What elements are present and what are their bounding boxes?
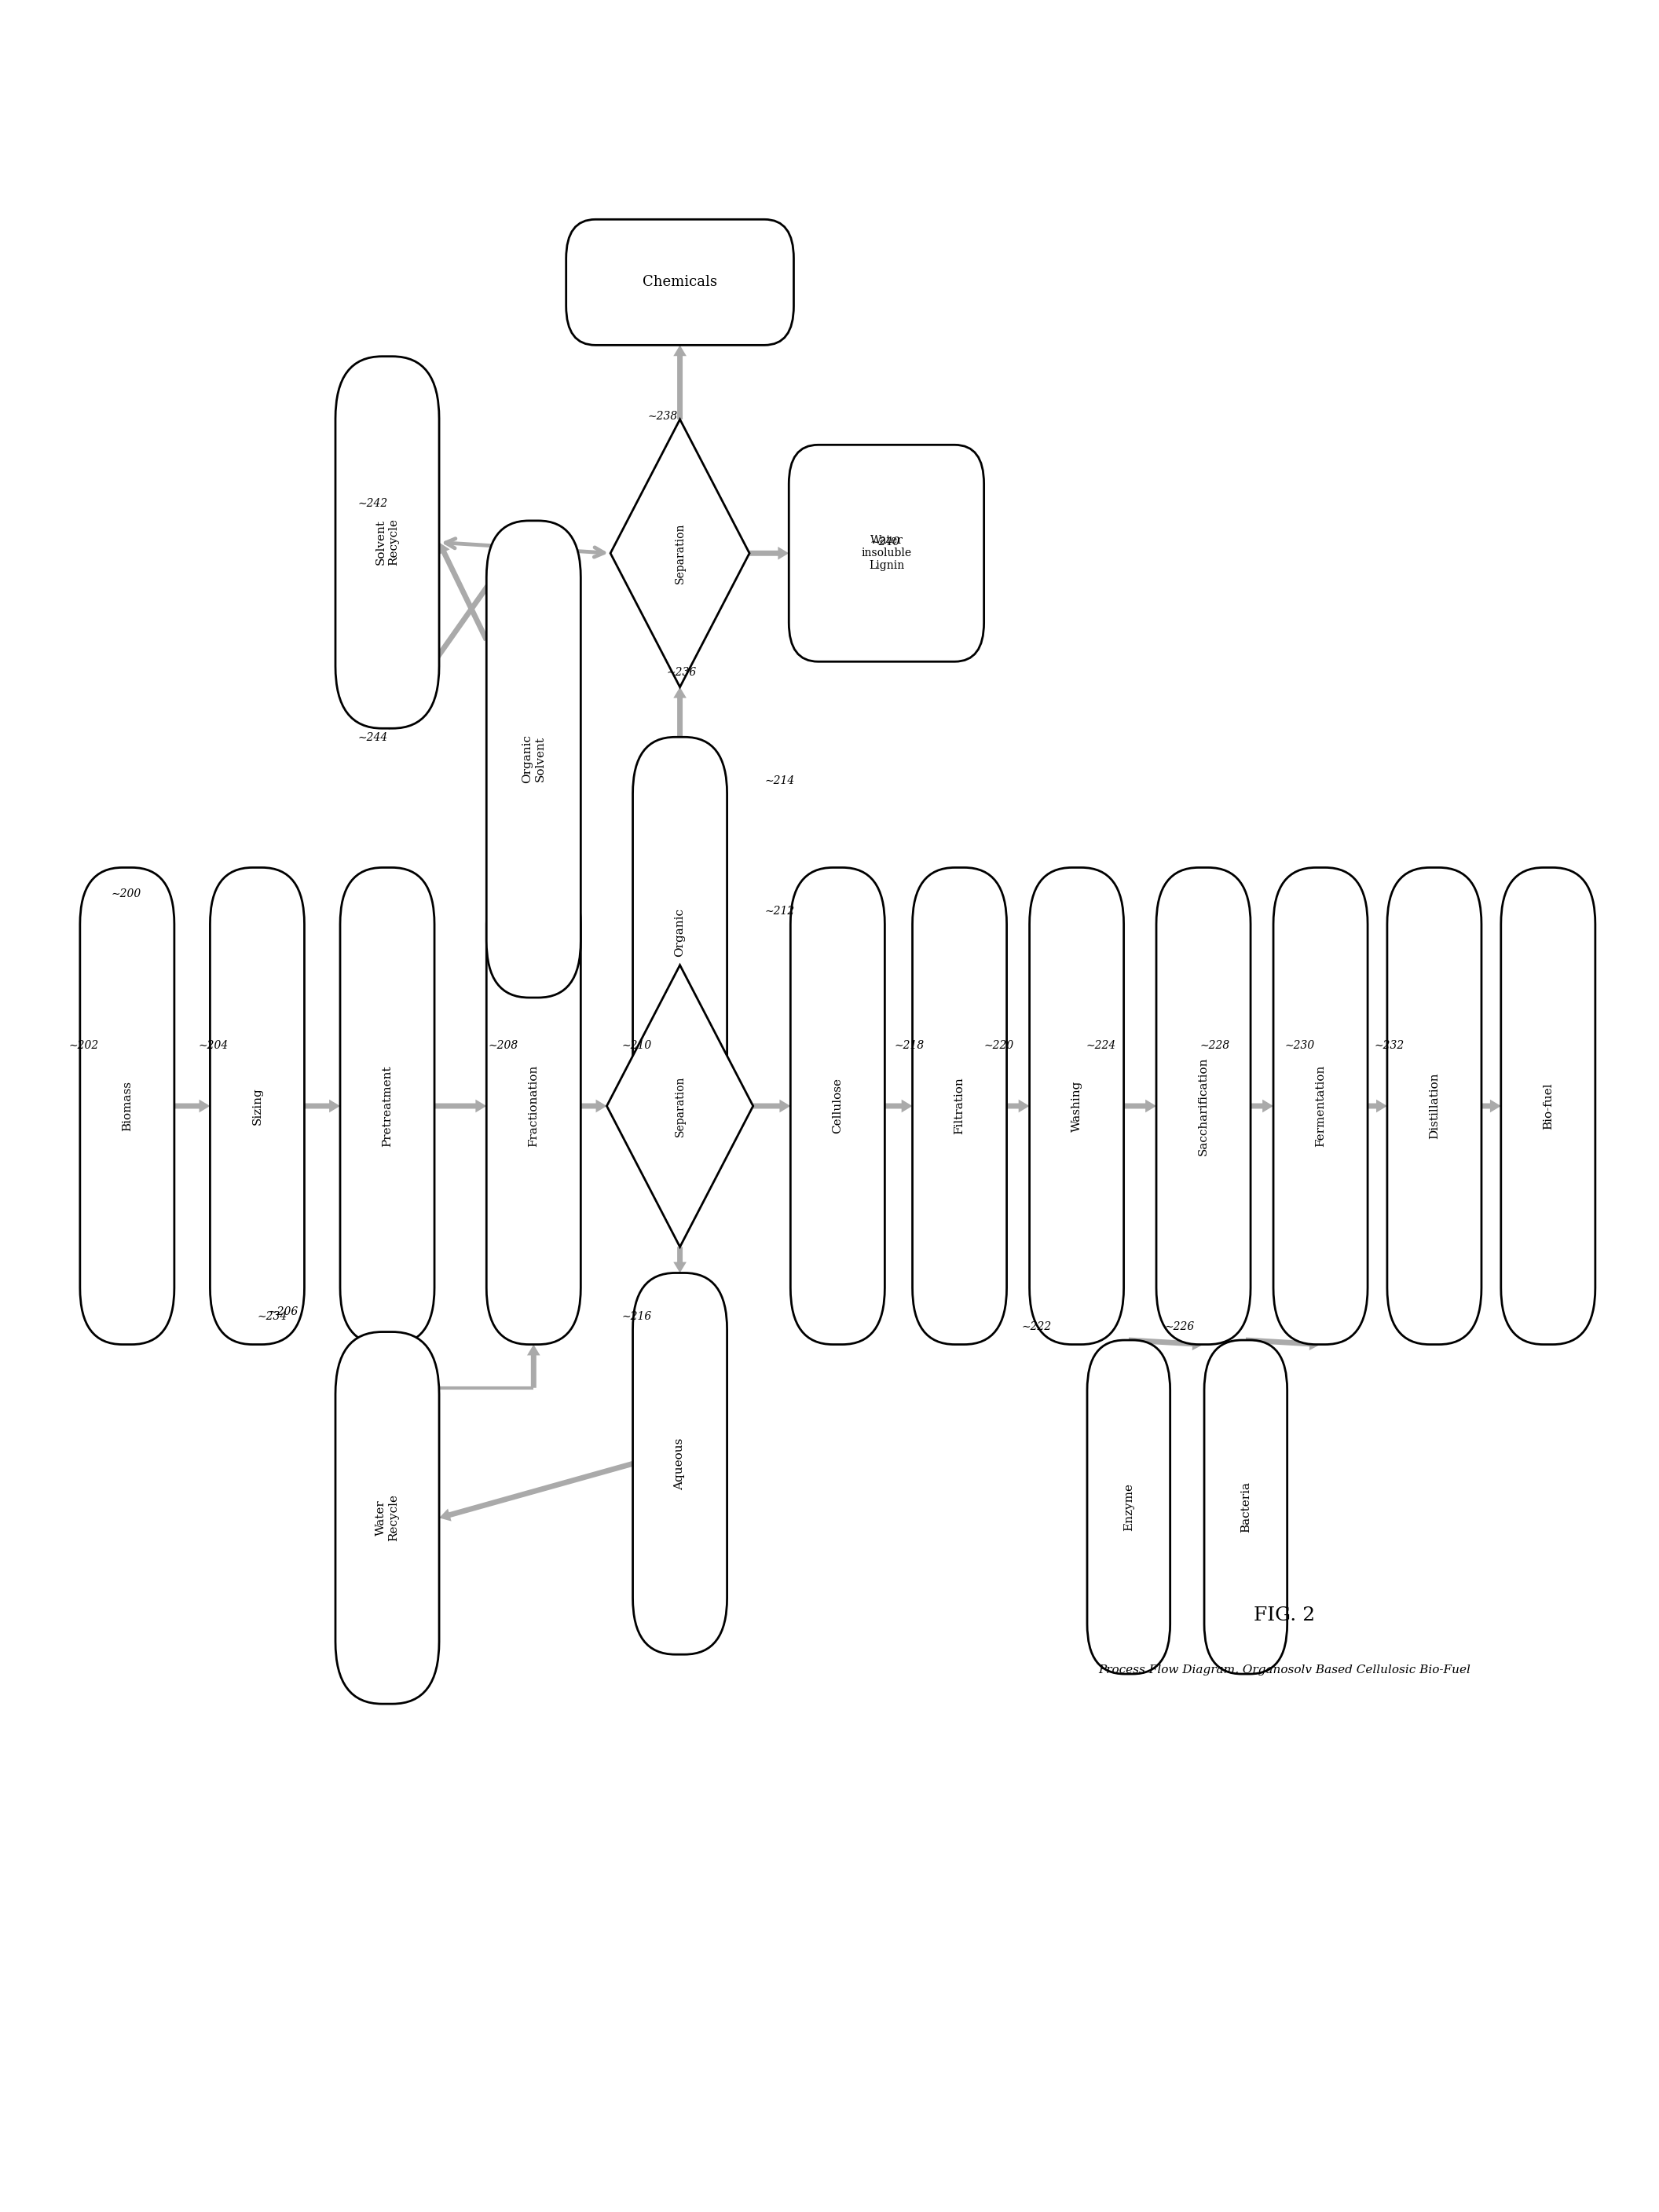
FancyBboxPatch shape bbox=[1030, 867, 1123, 1345]
Text: Water
Recycle: Water Recycle bbox=[375, 1495, 400, 1542]
Text: Organic
Solvent: Organic Solvent bbox=[521, 734, 546, 783]
Text: Filtration: Filtration bbox=[954, 1077, 966, 1135]
Text: ∼202: ∼202 bbox=[68, 1040, 98, 1051]
Text: ∼242: ∼242 bbox=[358, 498, 388, 509]
Text: ∼218: ∼218 bbox=[894, 1040, 924, 1051]
FancyBboxPatch shape bbox=[1501, 867, 1596, 1345]
Text: ∼208: ∼208 bbox=[488, 1040, 518, 1051]
Text: Biomass: Biomass bbox=[121, 1082, 133, 1130]
Text: ∼220: ∼220 bbox=[984, 1040, 1014, 1051]
Text: Cellulose: Cellulose bbox=[833, 1077, 843, 1135]
Text: Washing: Washing bbox=[1072, 1079, 1082, 1133]
Text: Fractionation: Fractionation bbox=[528, 1064, 539, 1148]
FancyBboxPatch shape bbox=[1387, 867, 1481, 1345]
Text: Chemicals: Chemicals bbox=[642, 274, 717, 290]
Text: ∼232: ∼232 bbox=[1374, 1040, 1404, 1051]
FancyBboxPatch shape bbox=[1204, 1340, 1287, 1674]
FancyArrowPatch shape bbox=[1123, 1099, 1156, 1113]
FancyBboxPatch shape bbox=[632, 737, 727, 1128]
FancyBboxPatch shape bbox=[912, 867, 1007, 1345]
Text: ∼200: ∼200 bbox=[111, 887, 141, 898]
Text: Fermentation: Fermentation bbox=[1316, 1064, 1326, 1148]
Polygon shape bbox=[611, 420, 750, 688]
FancyArrowPatch shape bbox=[884, 1099, 912, 1113]
Text: ∼226: ∼226 bbox=[1165, 1321, 1194, 1332]
FancyBboxPatch shape bbox=[1156, 867, 1251, 1345]
FancyArrowPatch shape bbox=[1128, 1338, 1203, 1349]
FancyArrowPatch shape bbox=[528, 737, 541, 998]
FancyArrowPatch shape bbox=[304, 1099, 340, 1113]
FancyBboxPatch shape bbox=[790, 445, 984, 661]
FancyBboxPatch shape bbox=[335, 1332, 440, 1703]
Text: Sizing: Sizing bbox=[252, 1088, 262, 1124]
FancyArrowPatch shape bbox=[674, 1248, 687, 1272]
Text: ∼230: ∼230 bbox=[1284, 1040, 1316, 1051]
Text: Pretreatment: Pretreatment bbox=[382, 1066, 393, 1146]
FancyBboxPatch shape bbox=[632, 1272, 727, 1655]
FancyBboxPatch shape bbox=[1274, 867, 1367, 1345]
Polygon shape bbox=[607, 964, 753, 1248]
FancyBboxPatch shape bbox=[1087, 1340, 1170, 1674]
Text: ∼204: ∼204 bbox=[199, 1040, 229, 1051]
FancyBboxPatch shape bbox=[566, 219, 793, 345]
Text: Enzyme: Enzyme bbox=[1123, 1482, 1135, 1531]
FancyArrowPatch shape bbox=[1367, 1099, 1387, 1113]
Text: Bacteria: Bacteria bbox=[1241, 1482, 1251, 1533]
Text: ∼214: ∼214 bbox=[765, 776, 795, 785]
FancyArrowPatch shape bbox=[440, 1462, 634, 1522]
Text: ∼224: ∼224 bbox=[1087, 1040, 1117, 1051]
FancyBboxPatch shape bbox=[340, 867, 435, 1345]
FancyArrowPatch shape bbox=[581, 1099, 607, 1113]
Text: ∼244: ∼244 bbox=[358, 732, 388, 743]
Text: ∼212: ∼212 bbox=[765, 905, 795, 916]
FancyBboxPatch shape bbox=[486, 867, 581, 1345]
FancyArrowPatch shape bbox=[1251, 1099, 1274, 1113]
Text: ∼240: ∼240 bbox=[871, 538, 901, 549]
Text: ∼210: ∼210 bbox=[622, 1040, 652, 1051]
Text: Process Flow Diagram, Organosolv Based Cellulosic Bio-Fuel: Process Flow Diagram, Organosolv Based C… bbox=[1098, 1663, 1472, 1674]
Text: ∼216: ∼216 bbox=[622, 1312, 652, 1323]
FancyArrowPatch shape bbox=[438, 542, 489, 641]
FancyArrowPatch shape bbox=[528, 1345, 541, 1387]
Text: Distillation: Distillation bbox=[1428, 1073, 1440, 1139]
FancyBboxPatch shape bbox=[80, 867, 174, 1345]
FancyBboxPatch shape bbox=[335, 356, 440, 728]
Text: ∼228: ∼228 bbox=[1199, 1040, 1231, 1051]
Text: ∼222: ∼222 bbox=[1022, 1321, 1052, 1332]
Text: Organic: Organic bbox=[675, 909, 685, 958]
Text: ∼236: ∼236 bbox=[667, 668, 697, 677]
Text: ∼234: ∼234 bbox=[257, 1312, 287, 1323]
Text: Solvent
Recycle: Solvent Recycle bbox=[375, 520, 400, 566]
Text: Bio-fuel: Bio-fuel bbox=[1543, 1082, 1553, 1130]
FancyArrowPatch shape bbox=[1007, 1099, 1030, 1113]
Text: ∼238: ∼238 bbox=[647, 411, 677, 422]
FancyBboxPatch shape bbox=[790, 867, 884, 1345]
Text: FIG. 2: FIG. 2 bbox=[1254, 1606, 1316, 1624]
FancyArrowPatch shape bbox=[385, 520, 534, 730]
FancyArrowPatch shape bbox=[1481, 1099, 1501, 1113]
Text: Separation: Separation bbox=[675, 1075, 685, 1137]
Text: ∼206: ∼206 bbox=[269, 1307, 299, 1318]
FancyArrowPatch shape bbox=[435, 1099, 486, 1113]
FancyArrowPatch shape bbox=[674, 345, 687, 420]
FancyArrowPatch shape bbox=[1246, 1338, 1321, 1349]
Text: Aqueous: Aqueous bbox=[675, 1438, 685, 1489]
FancyArrowPatch shape bbox=[753, 1099, 790, 1113]
Text: Water
insoluble
Lignin: Water insoluble Lignin bbox=[861, 535, 911, 571]
FancyArrowPatch shape bbox=[674, 964, 687, 1128]
FancyArrowPatch shape bbox=[750, 546, 790, 560]
FancyArrowPatch shape bbox=[674, 688, 687, 737]
FancyArrowPatch shape bbox=[174, 1099, 211, 1113]
Text: Separation: Separation bbox=[675, 522, 685, 584]
Text: Saccharification: Saccharification bbox=[1198, 1057, 1209, 1155]
FancyBboxPatch shape bbox=[486, 520, 581, 998]
FancyBboxPatch shape bbox=[211, 867, 304, 1345]
